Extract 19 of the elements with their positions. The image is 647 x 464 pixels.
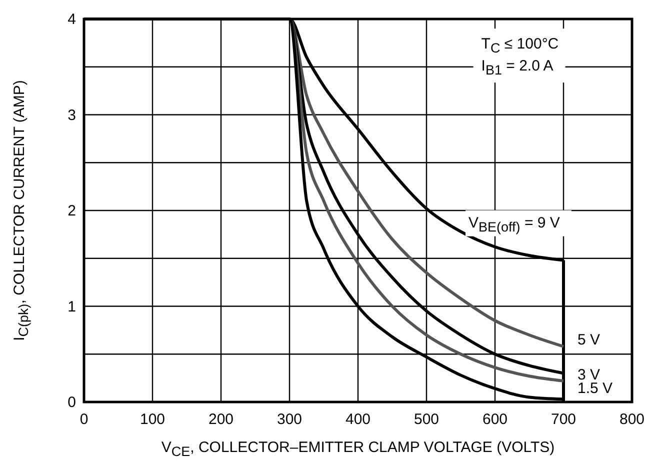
y-tick-label: 2 bbox=[68, 202, 76, 220]
x-axis-title: V$_{CE}$, COLLECTOR–EMITTER CLAMP VOLTAGE (VOLTS) bbox=[161, 439, 555, 460]
x-tick-label: 100 bbox=[140, 411, 166, 428]
y-tick-label: 0 bbox=[68, 394, 76, 411]
x-tick-label: 800 bbox=[619, 411, 645, 428]
x-tick-label: 0 bbox=[80, 411, 88, 428]
series-label: V$_{BE(off)}$ = 9 V bbox=[468, 214, 560, 234]
x-tick-label: 400 bbox=[345, 411, 371, 428]
y-tick-label: 4 bbox=[68, 11, 76, 28]
y-tick-label: 1 bbox=[68, 298, 76, 316]
x-tick-label: 300 bbox=[276, 411, 302, 428]
y-tick-label: 3 bbox=[68, 106, 76, 124]
annotation: I$_{B1}$ = 2.0 A bbox=[481, 58, 554, 78]
annotation: T$_{C}$ ≤ 100°C bbox=[481, 36, 559, 56]
x-tick-label: 700 bbox=[550, 411, 576, 428]
x-tick-label: 600 bbox=[482, 411, 508, 428]
x-tick-label: 200 bbox=[208, 411, 234, 428]
series-label: 5 V bbox=[578, 331, 600, 348]
x-tick-label: 500 bbox=[414, 411, 440, 428]
